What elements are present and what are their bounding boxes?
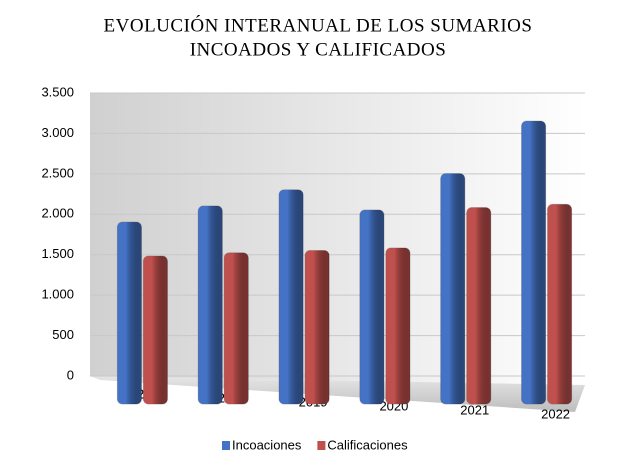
chart-title: EVOLUCIÓN INTERANUAL DE LOS SUMARIOS <box>104 14 533 36</box>
bar-shade <box>466 207 491 404</box>
bar-shade <box>117 222 142 404</box>
x-tick-label: 2022 <box>541 406 570 421</box>
bar-shade <box>305 250 330 404</box>
y-tick-label: 500 <box>52 327 74 342</box>
chart-title: INCOADOS Y CALIFICADOS <box>190 39 447 60</box>
y-tick-label: 1.500 <box>41 246 74 261</box>
bar-shade <box>440 173 465 404</box>
bar-shade <box>521 121 546 404</box>
y-tick-label: 3.500 <box>41 84 74 99</box>
bar-shade <box>279 189 304 404</box>
y-tick-label: 1.000 <box>41 287 74 302</box>
y-tick-label: 3.000 <box>41 125 74 140</box>
y-tick-label: 2.500 <box>41 165 74 180</box>
bar-shade <box>143 256 168 404</box>
legend-swatch <box>317 441 326 450</box>
y-tick-label: 2.000 <box>41 206 74 221</box>
legend-swatch <box>222 441 230 450</box>
bar-shade <box>385 248 410 404</box>
y-tick-label: 0 <box>67 367 74 382</box>
bar-shade <box>547 204 572 404</box>
legend-label: Calificaciones <box>327 437 408 452</box>
x-tick-label: 2021 <box>460 402 489 417</box>
bar-shade <box>359 210 384 404</box>
bar-shade <box>224 252 249 404</box>
legend-label: Incoaciones <box>232 437 302 452</box>
bar-shade <box>198 205 223 404</box>
